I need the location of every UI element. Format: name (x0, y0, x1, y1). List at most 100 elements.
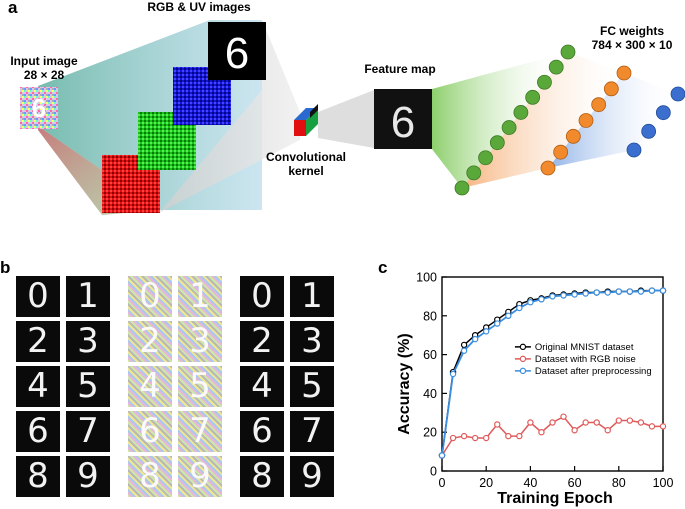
fc-node-green (478, 150, 493, 166)
panel-a-diagram: 6 6 6 (20, 20, 685, 215)
data-point (549, 293, 556, 300)
fc-node-orange (553, 144, 569, 160)
input-label-line2: 28 × 28 (23, 68, 65, 82)
data-point (626, 417, 634, 424)
fc-node-green (466, 165, 482, 181)
noisy-digit-tile: 9 (178, 456, 222, 497)
data-point (494, 421, 501, 428)
fc-node-green (501, 120, 517, 135)
noisy-digit-tile: 8 (128, 456, 172, 497)
data-point (593, 419, 600, 426)
fc-node-blue (670, 86, 685, 102)
fc-node-blue (626, 142, 642, 158)
fc-node-green (489, 135, 505, 151)
data-point (582, 290, 589, 297)
x-tick-label: 20 (479, 476, 493, 490)
fc-band-green (432, 52, 568, 188)
fc-node-orange (603, 81, 619, 97)
data-point (659, 423, 667, 430)
input-image-label: Input image 28 × 28 (8, 54, 80, 82)
input-label-line1: Input image (10, 54, 78, 68)
clean-digit-tile: 9 (66, 456, 110, 497)
clean-digit-tile: 4 (16, 366, 60, 407)
kernel-label: Convolutional kernel (256, 150, 356, 178)
x-tick-label: 60 (568, 476, 582, 490)
data-point (471, 434, 479, 442)
processed-digit-tile: 5 (290, 366, 334, 407)
feature-map-label: Feature map (364, 62, 436, 76)
feature-beam (318, 90, 374, 148)
data-point (471, 335, 479, 343)
input-digit: 6 (32, 93, 46, 123)
data-point (648, 287, 656, 294)
noisy-digit-tile: 2 (128, 321, 172, 362)
plot-frame (441, 276, 664, 472)
processed-digit-tile: 8 (240, 456, 284, 497)
legend-label: Original MNIST dataset (535, 342, 634, 353)
processed-digit-tile: 3 (290, 321, 334, 362)
data-point (648, 423, 656, 430)
x-tick-label: 0 (439, 476, 446, 490)
panel-c-letter: c (378, 258, 388, 277)
noisy-digit-tile: 7 (178, 411, 222, 452)
data-point (460, 432, 468, 440)
fc-band-orange (462, 52, 624, 188)
data-point (527, 299, 534, 306)
uv-digit: 6 (225, 29, 249, 78)
input-image (20, 87, 58, 129)
y-axis-label: Accuracy (%) (396, 333, 413, 434)
fc-layer3-nodes (626, 86, 685, 158)
data-point (449, 370, 457, 378)
clean-digit-tile: 7 (66, 411, 110, 452)
fc-layer2-nodes (540, 65, 632, 176)
x-tick-label: 100 (653, 476, 674, 490)
data-point (516, 304, 523, 312)
clean-digit-tile: 3 (66, 321, 110, 362)
x-tick-label: 80 (612, 476, 626, 490)
data-point (571, 427, 578, 434)
data-point (637, 419, 645, 426)
processed-digit-tile: 0 (240, 276, 284, 317)
kernel-label-line1: Convolutional (266, 150, 346, 164)
fc-node-orange (578, 113, 594, 128)
y-tick-label: 60 (423, 348, 437, 362)
data-point (626, 288, 634, 295)
feature-digit: 6 (391, 98, 415, 147)
data-point (505, 432, 512, 440)
y-tick-label: 40 (423, 387, 437, 401)
fc-layer1-nodes (454, 44, 576, 196)
processed-digit-tile: 9 (290, 456, 334, 497)
kernel-green (306, 108, 318, 136)
panel-b-letter: b (0, 258, 11, 277)
data-point (549, 419, 556, 426)
fc-node-blue (641, 123, 657, 139)
data-point (637, 288, 645, 295)
data-point (460, 347, 468, 354)
processed-digit-tile: 2 (240, 321, 284, 362)
fc-label-line2: 784 × 300 × 10 (591, 38, 673, 52)
x-axis-label: Training Epoch (497, 490, 613, 507)
clean-digit-tile: 0 (16, 276, 60, 317)
accuracy-chart: Accuracy (%) Training Epoch 0 20 40 60 80 100… (396, 271, 674, 508)
legend-swatch-marker (519, 343, 527, 351)
processed-digit-tile: 4 (240, 366, 284, 407)
data-point (438, 452, 446, 459)
kernel-label-line2: kernel (288, 164, 324, 178)
data-point (560, 413, 567, 420)
fc-node-green (454, 180, 470, 196)
data-point (482, 328, 490, 335)
data-point (460, 341, 468, 349)
panel-a-letter: a (8, 0, 18, 17)
legend-swatch-marker (519, 367, 527, 375)
kernel-red (294, 120, 306, 136)
fc-node-orange (616, 65, 632, 81)
data-point (538, 428, 545, 436)
y-tick-label: 20 (423, 426, 437, 440)
data-point (604, 289, 611, 296)
data-point (449, 434, 457, 442)
fc-label-line1: FC weights (599, 24, 664, 38)
clean-digit-tile: 8 (16, 456, 60, 497)
